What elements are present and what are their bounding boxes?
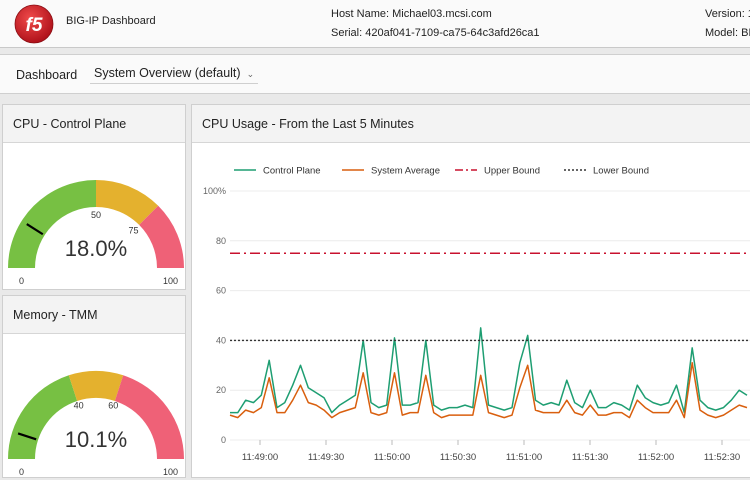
- model-label: Model: BI: [705, 27, 750, 39]
- x-tick-label: 11:49:30: [308, 452, 344, 463]
- memory-gauge-value: 10.1%: [65, 427, 127, 452]
- memory-gauge-panel: Memory - TMM 0 100 40 60 10.1%: [2, 295, 186, 478]
- memory-gauge-max-label: 100: [163, 467, 178, 477]
- cpu-gauge-title: CPU - Control Plane: [3, 105, 185, 143]
- series-line-0: [230, 327, 748, 414]
- x-tick-label: 11:50:30: [440, 452, 476, 463]
- f5-logo-icon[interactable]: f5: [14, 4, 54, 44]
- legend-label-1[interactable]: System Average: [371, 166, 440, 177]
- dashboard-view-select[interactable]: System Overview (default) ⌄: [90, 66, 259, 84]
- memory-gauge-needle: [17, 432, 37, 441]
- x-tick-label: 11:49:00: [242, 452, 278, 463]
- memory-gauge-zone-2: [68, 371, 124, 401]
- y-tick-label: 60: [216, 286, 226, 296]
- cpu-gauge-zone-3: [139, 205, 184, 268]
- x-tick-label: 11:51:30: [572, 452, 608, 463]
- cpu-gauge-value: 18.0%: [65, 236, 127, 261]
- x-tick-label: 11:52:30: [704, 452, 740, 463]
- host-name-label: Host Name: Michael03.mcsi.com: [331, 8, 492, 20]
- y-tick-label: 100%: [203, 186, 226, 196]
- x-tick-label: 11:51:00: [506, 452, 542, 463]
- version-label: Version: 1: [705, 8, 750, 20]
- dashboard-view-value: System Overview (default): [94, 66, 241, 80]
- memory-gauge-zone-1: [8, 375, 78, 459]
- x-tick-label: 11:52:00: [638, 452, 674, 463]
- cpu-gauge-panel: CPU - Control Plane 0 100 50 75 18.0%: [2, 104, 186, 290]
- y-tick-label: 0: [221, 435, 226, 445]
- y-tick-label: 40: [216, 335, 226, 345]
- cpu-usage-chart-panel: CPU Usage - From the Last 5 Minutes 0 20 4…: [191, 104, 750, 478]
- cpu-gauge-zone-2: [96, 180, 159, 225]
- memory-gauge-min-label: 0: [19, 467, 24, 477]
- chevron-down-icon: ⌄: [246, 69, 255, 79]
- cpu-gauge-tick-label-50: 50: [91, 210, 101, 220]
- legend-label-3[interactable]: Lower Bound: [593, 166, 649, 177]
- cpu-usage-chart-title: CPU Usage - From the Last 5 Minutes: [192, 105, 750, 143]
- series-line-1: [229, 362, 748, 419]
- memory-gauge-zone-3: [114, 375, 184, 459]
- legend-label-2[interactable]: Upper Bound: [484, 166, 540, 177]
- cpu-usage-chart: 0 20 40 60 80 100% 11:49:00 11:49:30 11:50:00 11:…: [203, 166, 750, 463]
- dashboard-label: Dashboard: [16, 68, 78, 82]
- top-header-bar: f5 BIG-IP Dashboard Host Name: Michael03…: [0, 0, 750, 48]
- cpu-gauge-max-label: 100: [163, 276, 178, 286]
- y-tick-label: 80: [216, 236, 226, 246]
- y-tick-label: 20: [216, 385, 226, 395]
- svg-text:f5: f5: [26, 15, 43, 36]
- memory-gauge-tick-label-40: 40: [74, 401, 84, 411]
- legend-label-0[interactable]: Control Plane: [263, 166, 321, 177]
- memory-gauge: 0 100 40 60 10.1%: [8, 371, 184, 477]
- app-title: BIG-IP Dashboard: [66, 15, 156, 27]
- cpu-gauge-min-label: 0: [19, 276, 24, 286]
- dashboard-selector-bar: Dashboard System Overview (default) ⌄: [0, 54, 750, 94]
- cpu-gauge-zone-1: [8, 180, 96, 268]
- memory-gauge-title: Memory - TMM: [3, 296, 185, 334]
- memory-gauge-tick-label-60: 60: [108, 401, 118, 411]
- cpu-gauge-needle: [26, 223, 44, 236]
- cpu-gauge-tick-label-75: 75: [128, 226, 138, 236]
- x-tick-label: 11:50:00: [374, 452, 410, 463]
- serial-label: Serial: 420af041-7109-ca75-64c3afd26ca1: [331, 27, 540, 39]
